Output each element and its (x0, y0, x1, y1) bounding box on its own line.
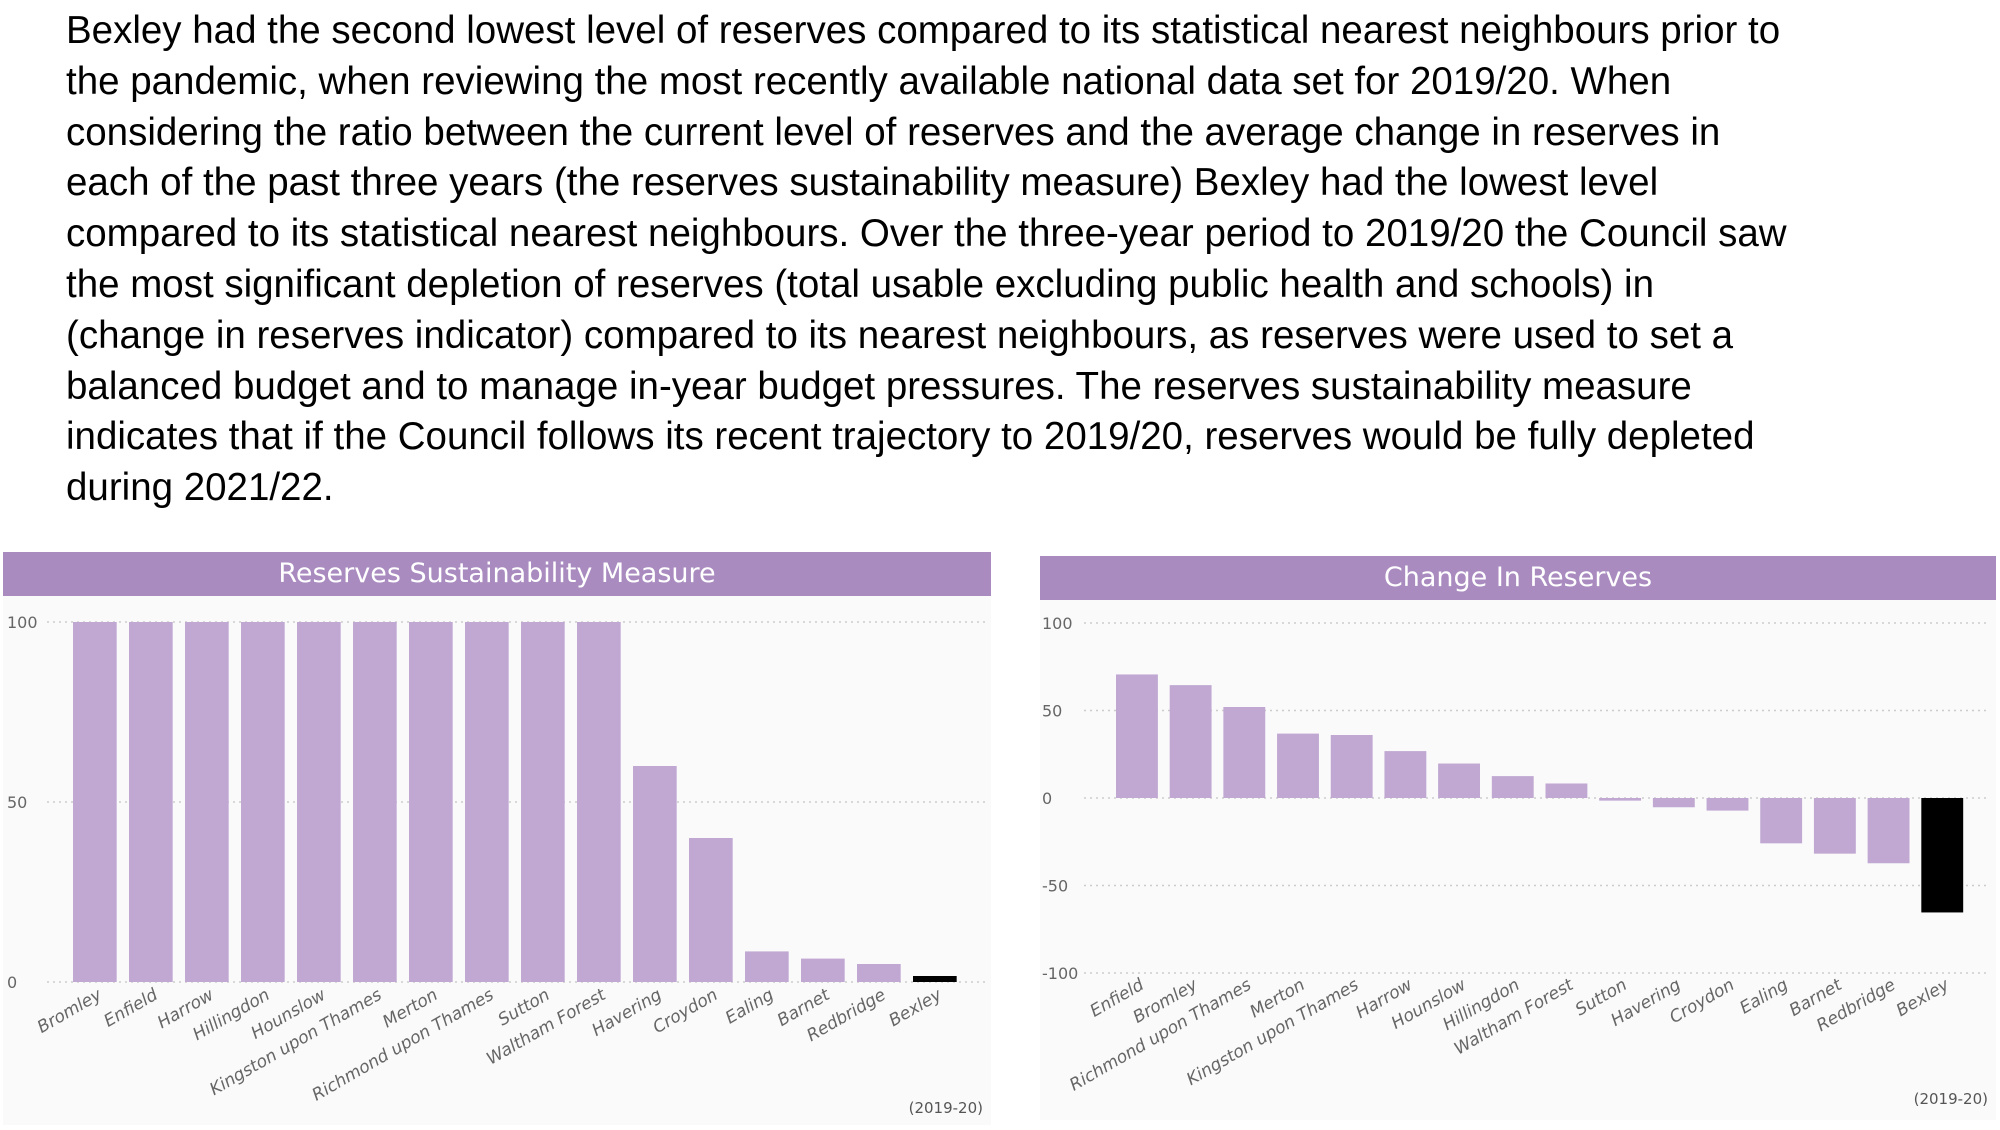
bar-kingston-upon-thames (353, 622, 397, 982)
y-tick-label: 100 (7, 613, 38, 632)
bar-bromley (1169, 685, 1212, 798)
y-tick-label: -100 (1042, 964, 1078, 983)
bar-sutton (521, 622, 565, 982)
paragraph-line: (change in reserves indicator) compared … (66, 313, 1734, 357)
bar-redbridge (1867, 798, 1910, 864)
bar-enfield (129, 622, 173, 982)
y-tick-label: 50 (1042, 702, 1062, 721)
paragraph-line: balanced budget and to manage in-year bu… (66, 364, 1692, 408)
bar-bexley (913, 976, 957, 982)
x-tick-label: Enfield (101, 985, 162, 1032)
x-tick-label: Croydon (650, 985, 722, 1038)
bar-barnet (801, 958, 845, 982)
paragraph-line: the pandemic, when reviewing the most re… (66, 59, 1672, 103)
bar-hillingdon (1491, 776, 1534, 798)
bar-harrow (1384, 751, 1427, 798)
bar-hounslow (297, 622, 341, 982)
x-tick-label: Bexley (886, 985, 947, 1032)
bar-croydon (1706, 798, 1749, 811)
bar-croydon (689, 838, 733, 982)
x-tick-label: Bromley (34, 985, 106, 1038)
chart-title: Change In Reserves (1040, 556, 1996, 600)
bar-hillingdon (241, 622, 285, 982)
bar-ealing (1760, 798, 1803, 844)
y-tick-label: 50 (7, 793, 27, 812)
paragraph-line: compared to its statistical nearest neig… (66, 212, 1787, 256)
bar-bexley (1921, 798, 1964, 913)
bar-richmond-upon-thames (1223, 707, 1266, 798)
bar-richmond-upon-thames (465, 622, 509, 982)
bar-hounslow (1438, 763, 1481, 798)
bar-redbridge (857, 964, 901, 982)
chart-plot: 050100BromleyEnfieldHarrowHillingdonHoun… (7, 613, 985, 1105)
bar-merton (1277, 733, 1319, 798)
paragraph-line: each of the past three years (the reserv… (66, 161, 1659, 205)
y-tick-label: 100 (1042, 614, 1073, 633)
bar-waltham-forest (1545, 783, 1588, 798)
paragraph-line: during 2021/22. (66, 466, 334, 510)
bar-barnet (1813, 798, 1856, 854)
paragraph-line: the most significant depletion of reserv… (66, 262, 1654, 306)
bar-kingston-upon-thames (1330, 735, 1373, 798)
paragraph-line: Bexley had the second lowest level of re… (66, 9, 1781, 52)
body-paragraph: Bexley had the second lowest level of re… (66, 6, 1986, 514)
bar-enfield (1116, 674, 1158, 798)
chart-title: Reserves Sustainability Measure (3, 552, 991, 596)
paragraph-line: indicates that if the Council follows it… (66, 415, 1755, 459)
chart-footnote: (2019-20) (1913, 1090, 1988, 1108)
bar-harrow (185, 622, 229, 982)
y-tick-label: -50 (1042, 877, 1068, 896)
reserves-sustainability-chart: Reserves Sustainability Measure 0 50 100 Br… (3, 552, 991, 1125)
bar-waltham-forest (577, 622, 621, 982)
bar-havering (633, 766, 677, 982)
change-in-reserves-chart: Change In Reserves -100 -50 0 50 100 Enfield B… (1040, 556, 1996, 1120)
x-tick-label: Ealing (1737, 975, 1792, 1019)
bar-havering (1652, 798, 1695, 808)
x-tick-label: Ealing (722, 985, 777, 1029)
y-tick-label: 0 (7, 973, 17, 992)
paragraph-line: considering the ratio between the curren… (66, 110, 1721, 154)
bar-ealing (745, 951, 789, 982)
chart-footnote: (2019-20) (908, 1099, 983, 1117)
bar-bromley (73, 622, 117, 982)
bar-merton (409, 622, 453, 982)
y-tick-label: 0 (1042, 789, 1052, 808)
bar-sutton (1599, 798, 1642, 801)
x-tick-label: Bexley (1893, 975, 1954, 1022)
